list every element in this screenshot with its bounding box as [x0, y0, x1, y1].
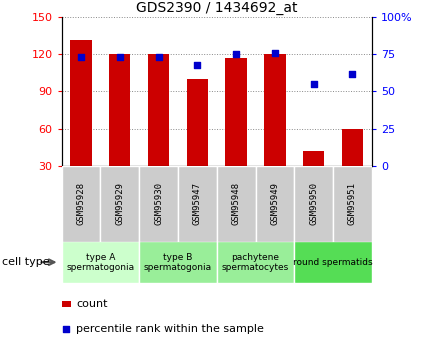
Title: GDS2390 / 1434692_at: GDS2390 / 1434692_at: [136, 1, 298, 15]
Text: count: count: [76, 299, 108, 309]
Point: [310, 81, 317, 87]
Bar: [294, 166, 333, 242]
Bar: [62, 166, 100, 242]
Bar: [217, 241, 294, 283]
Point: [116, 55, 123, 60]
Text: GSM95950: GSM95950: [309, 182, 318, 225]
Bar: [333, 166, 372, 242]
Point: [63, 327, 70, 332]
Bar: [139, 166, 178, 242]
Bar: [342, 128, 363, 166]
Bar: [62, 301, 71, 307]
Point: [155, 55, 162, 60]
Point: [194, 62, 201, 68]
Bar: [139, 241, 217, 283]
Bar: [264, 54, 286, 166]
Bar: [109, 54, 130, 166]
Text: type B
spermatogonia: type B spermatogonia: [144, 253, 212, 272]
Text: GSM95929: GSM95929: [115, 182, 124, 225]
Text: GSM95930: GSM95930: [154, 182, 163, 225]
Text: cell type: cell type: [2, 257, 50, 267]
Bar: [62, 241, 139, 283]
Text: GSM95928: GSM95928: [76, 182, 85, 225]
Bar: [71, 39, 92, 166]
Bar: [294, 241, 372, 283]
Text: GSM95947: GSM95947: [193, 182, 202, 225]
Point: [272, 50, 278, 56]
Point: [78, 55, 85, 60]
Text: GSM95948: GSM95948: [232, 182, 241, 225]
Text: pachytene
spermatocytes: pachytene spermatocytes: [222, 253, 289, 272]
Point: [233, 51, 240, 57]
Bar: [178, 166, 217, 242]
Text: GSM95951: GSM95951: [348, 182, 357, 225]
Point: [349, 71, 356, 76]
Bar: [100, 166, 139, 242]
Bar: [303, 151, 324, 166]
Bar: [255, 166, 294, 242]
Text: type A
spermatogonia: type A spermatogonia: [66, 253, 134, 272]
Text: GSM95949: GSM95949: [270, 182, 279, 225]
Bar: [217, 166, 255, 242]
Text: round spermatids: round spermatids: [293, 258, 373, 267]
Bar: [187, 79, 208, 166]
Bar: [226, 58, 247, 166]
Bar: [148, 54, 169, 166]
Text: percentile rank within the sample: percentile rank within the sample: [76, 324, 264, 334]
